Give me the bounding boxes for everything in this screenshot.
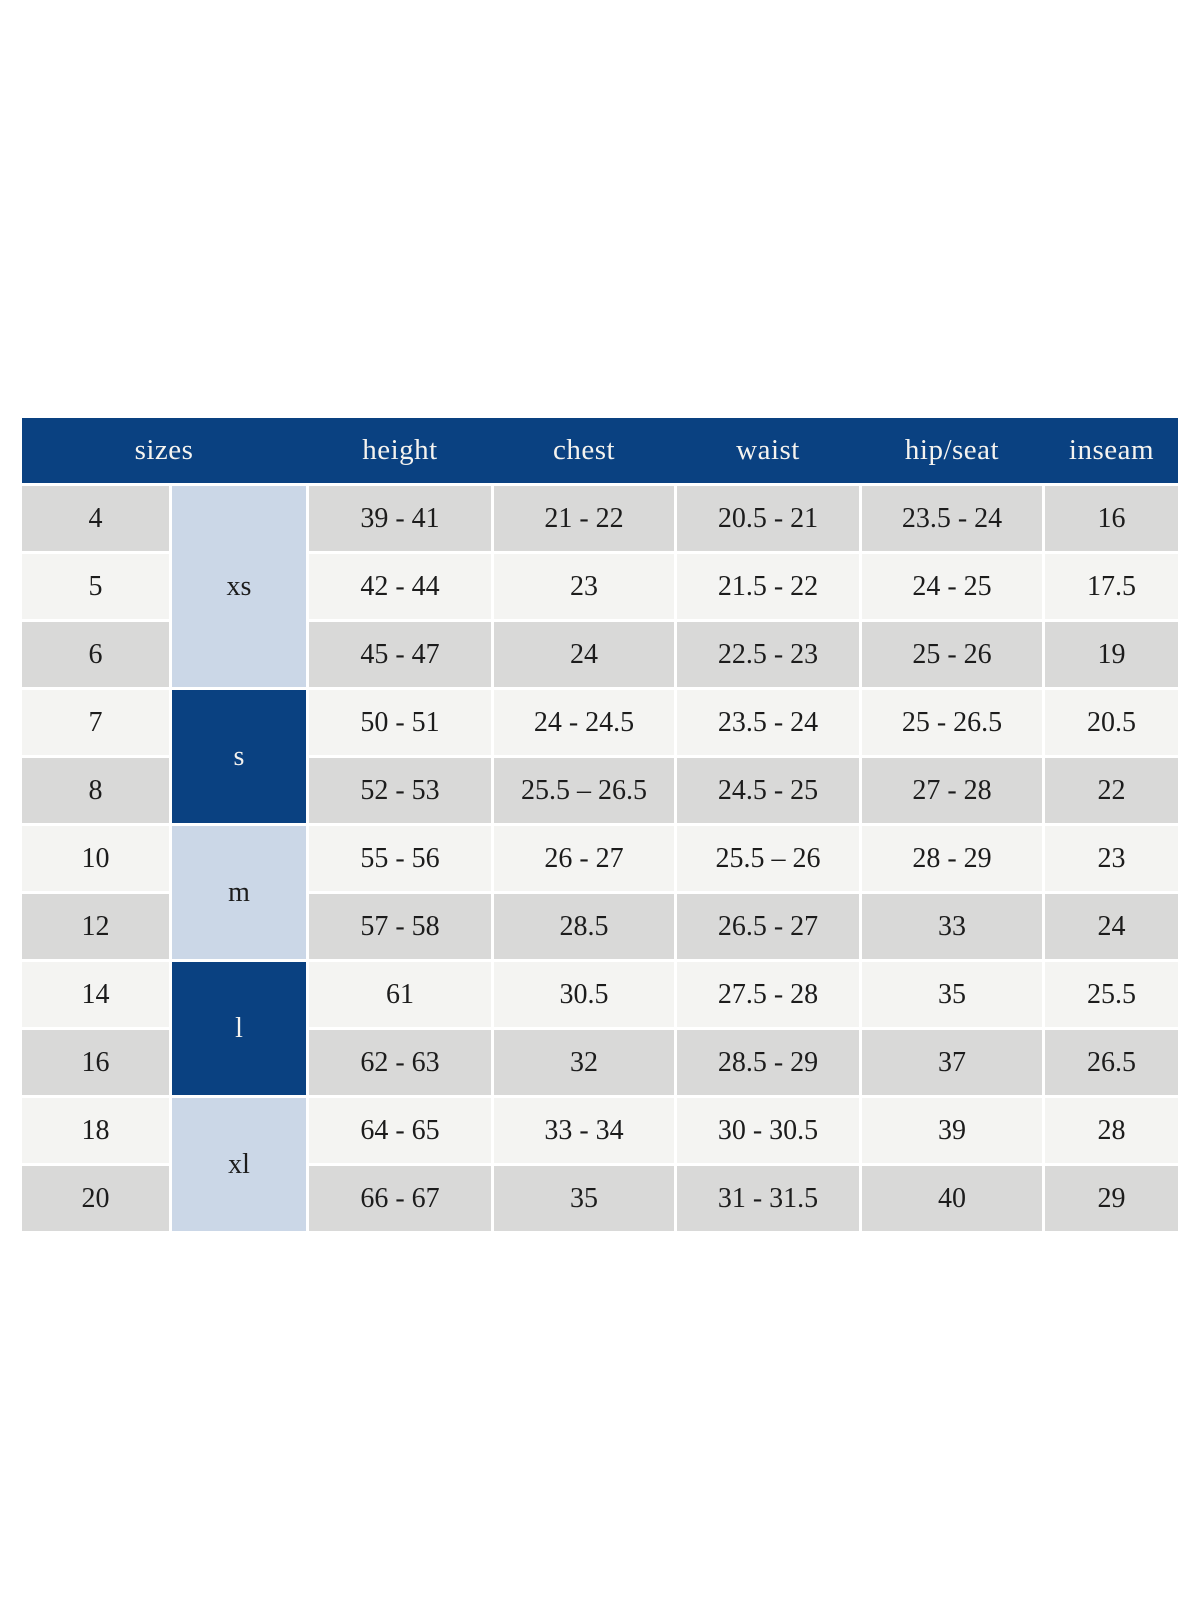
chest-cell: 24 - 24.5	[494, 690, 674, 755]
chest-cell: 21 - 22	[494, 486, 674, 551]
size-group-cell-m: m	[172, 826, 306, 959]
height-cell: 45 - 47	[309, 622, 491, 687]
hip-seat-cell: 33	[862, 894, 1042, 959]
column-header-chest: chest	[552, 434, 616, 466]
size-cell: 10	[22, 826, 169, 891]
size-cell: 16	[22, 1030, 169, 1095]
height-cell: 62 - 63	[309, 1030, 491, 1095]
chest-cell: 32	[494, 1030, 674, 1095]
waist-cell: 31 - 31.5	[677, 1166, 859, 1231]
table-body: 4 xs 39 - 41 21 - 22 20.5 - 21 23.5 - 24…	[22, 486, 1178, 1231]
size-cell: 18	[22, 1098, 169, 1163]
size-cell: 5	[22, 554, 169, 619]
table-header-row: sizes height chest waist hip/seat inseam	[22, 418, 1178, 483]
column-header-height: height	[362, 434, 438, 466]
size-chart-table: sizes height chest waist hip/seat inseam…	[22, 418, 1178, 1231]
height-cell: 61	[309, 962, 491, 1027]
waist-cell: 24.5 - 25	[677, 758, 859, 823]
inseam-cell: 17.5	[1045, 554, 1178, 619]
inseam-cell: 22	[1045, 758, 1178, 823]
inseam-cell: 25.5	[1045, 962, 1178, 1027]
waist-cell: 26.5 - 27	[677, 894, 859, 959]
size-group-cell-xs: xs	[172, 486, 306, 687]
inseam-cell: 28	[1045, 1098, 1178, 1163]
height-cell: 39 - 41	[309, 486, 491, 551]
waist-cell: 20.5 - 21	[677, 486, 859, 551]
chest-cell: 23	[494, 554, 674, 619]
column-header-inseam: inseam	[1068, 434, 1155, 466]
column-header-hip-seat: hip/seat	[904, 434, 1000, 466]
height-cell: 64 - 65	[309, 1098, 491, 1163]
column-header-waist: waist	[736, 434, 800, 466]
inseam-cell: 29	[1045, 1166, 1178, 1231]
size-cell: 4	[22, 486, 169, 551]
hip-seat-cell: 25 - 26.5	[862, 690, 1042, 755]
inseam-cell: 23	[1045, 826, 1178, 891]
waist-cell: 21.5 - 22	[677, 554, 859, 619]
size-group-cell-xl: xl	[172, 1098, 306, 1231]
height-cell: 66 - 67	[309, 1166, 491, 1231]
chest-cell: 24	[494, 622, 674, 687]
waist-cell: 22.5 - 23	[677, 622, 859, 687]
size-cell: 14	[22, 962, 169, 1027]
hip-seat-cell: 40	[862, 1166, 1042, 1231]
height-cell: 57 - 58	[309, 894, 491, 959]
chest-cell: 30.5	[494, 962, 674, 1027]
waist-cell: 25.5 – 26	[677, 826, 859, 891]
size-cell: 12	[22, 894, 169, 959]
height-cell: 50 - 51	[309, 690, 491, 755]
height-cell: 55 - 56	[309, 826, 491, 891]
hip-seat-cell: 39	[862, 1098, 1042, 1163]
hip-seat-cell: 23.5 - 24	[862, 486, 1042, 551]
size-cell: 6	[22, 622, 169, 687]
hip-seat-cell: 27 - 28	[862, 758, 1042, 823]
chest-cell: 35	[494, 1166, 674, 1231]
hip-seat-cell: 25 - 26	[862, 622, 1042, 687]
size-group-cell-s: s	[172, 690, 306, 823]
inseam-cell: 19	[1045, 622, 1178, 687]
waist-cell: 28.5 - 29	[677, 1030, 859, 1095]
chest-cell: 26 - 27	[494, 826, 674, 891]
inseam-cell: 20.5	[1045, 690, 1178, 755]
column-header-sizes: sizes	[134, 434, 194, 466]
height-cell: 52 - 53	[309, 758, 491, 823]
height-cell: 42 - 44	[309, 554, 491, 619]
inseam-cell: 24	[1045, 894, 1178, 959]
hip-seat-cell: 24 - 25	[862, 554, 1042, 619]
waist-cell: 30 - 30.5	[677, 1098, 859, 1163]
inseam-cell: 26.5	[1045, 1030, 1178, 1095]
hip-seat-cell: 28 - 29	[862, 826, 1042, 891]
size-cell: 7	[22, 690, 169, 755]
chest-cell: 28.5	[494, 894, 674, 959]
size-cell: 8	[22, 758, 169, 823]
chest-cell: 33 - 34	[494, 1098, 674, 1163]
size-group-cell-l: l	[172, 962, 306, 1095]
inseam-cell: 16	[1045, 486, 1178, 551]
hip-seat-cell: 37	[862, 1030, 1042, 1095]
waist-cell: 27.5 - 28	[677, 962, 859, 1027]
size-cell: 20	[22, 1166, 169, 1231]
hip-seat-cell: 35	[862, 962, 1042, 1027]
waist-cell: 23.5 - 24	[677, 690, 859, 755]
chest-cell: 25.5 – 26.5	[494, 758, 674, 823]
